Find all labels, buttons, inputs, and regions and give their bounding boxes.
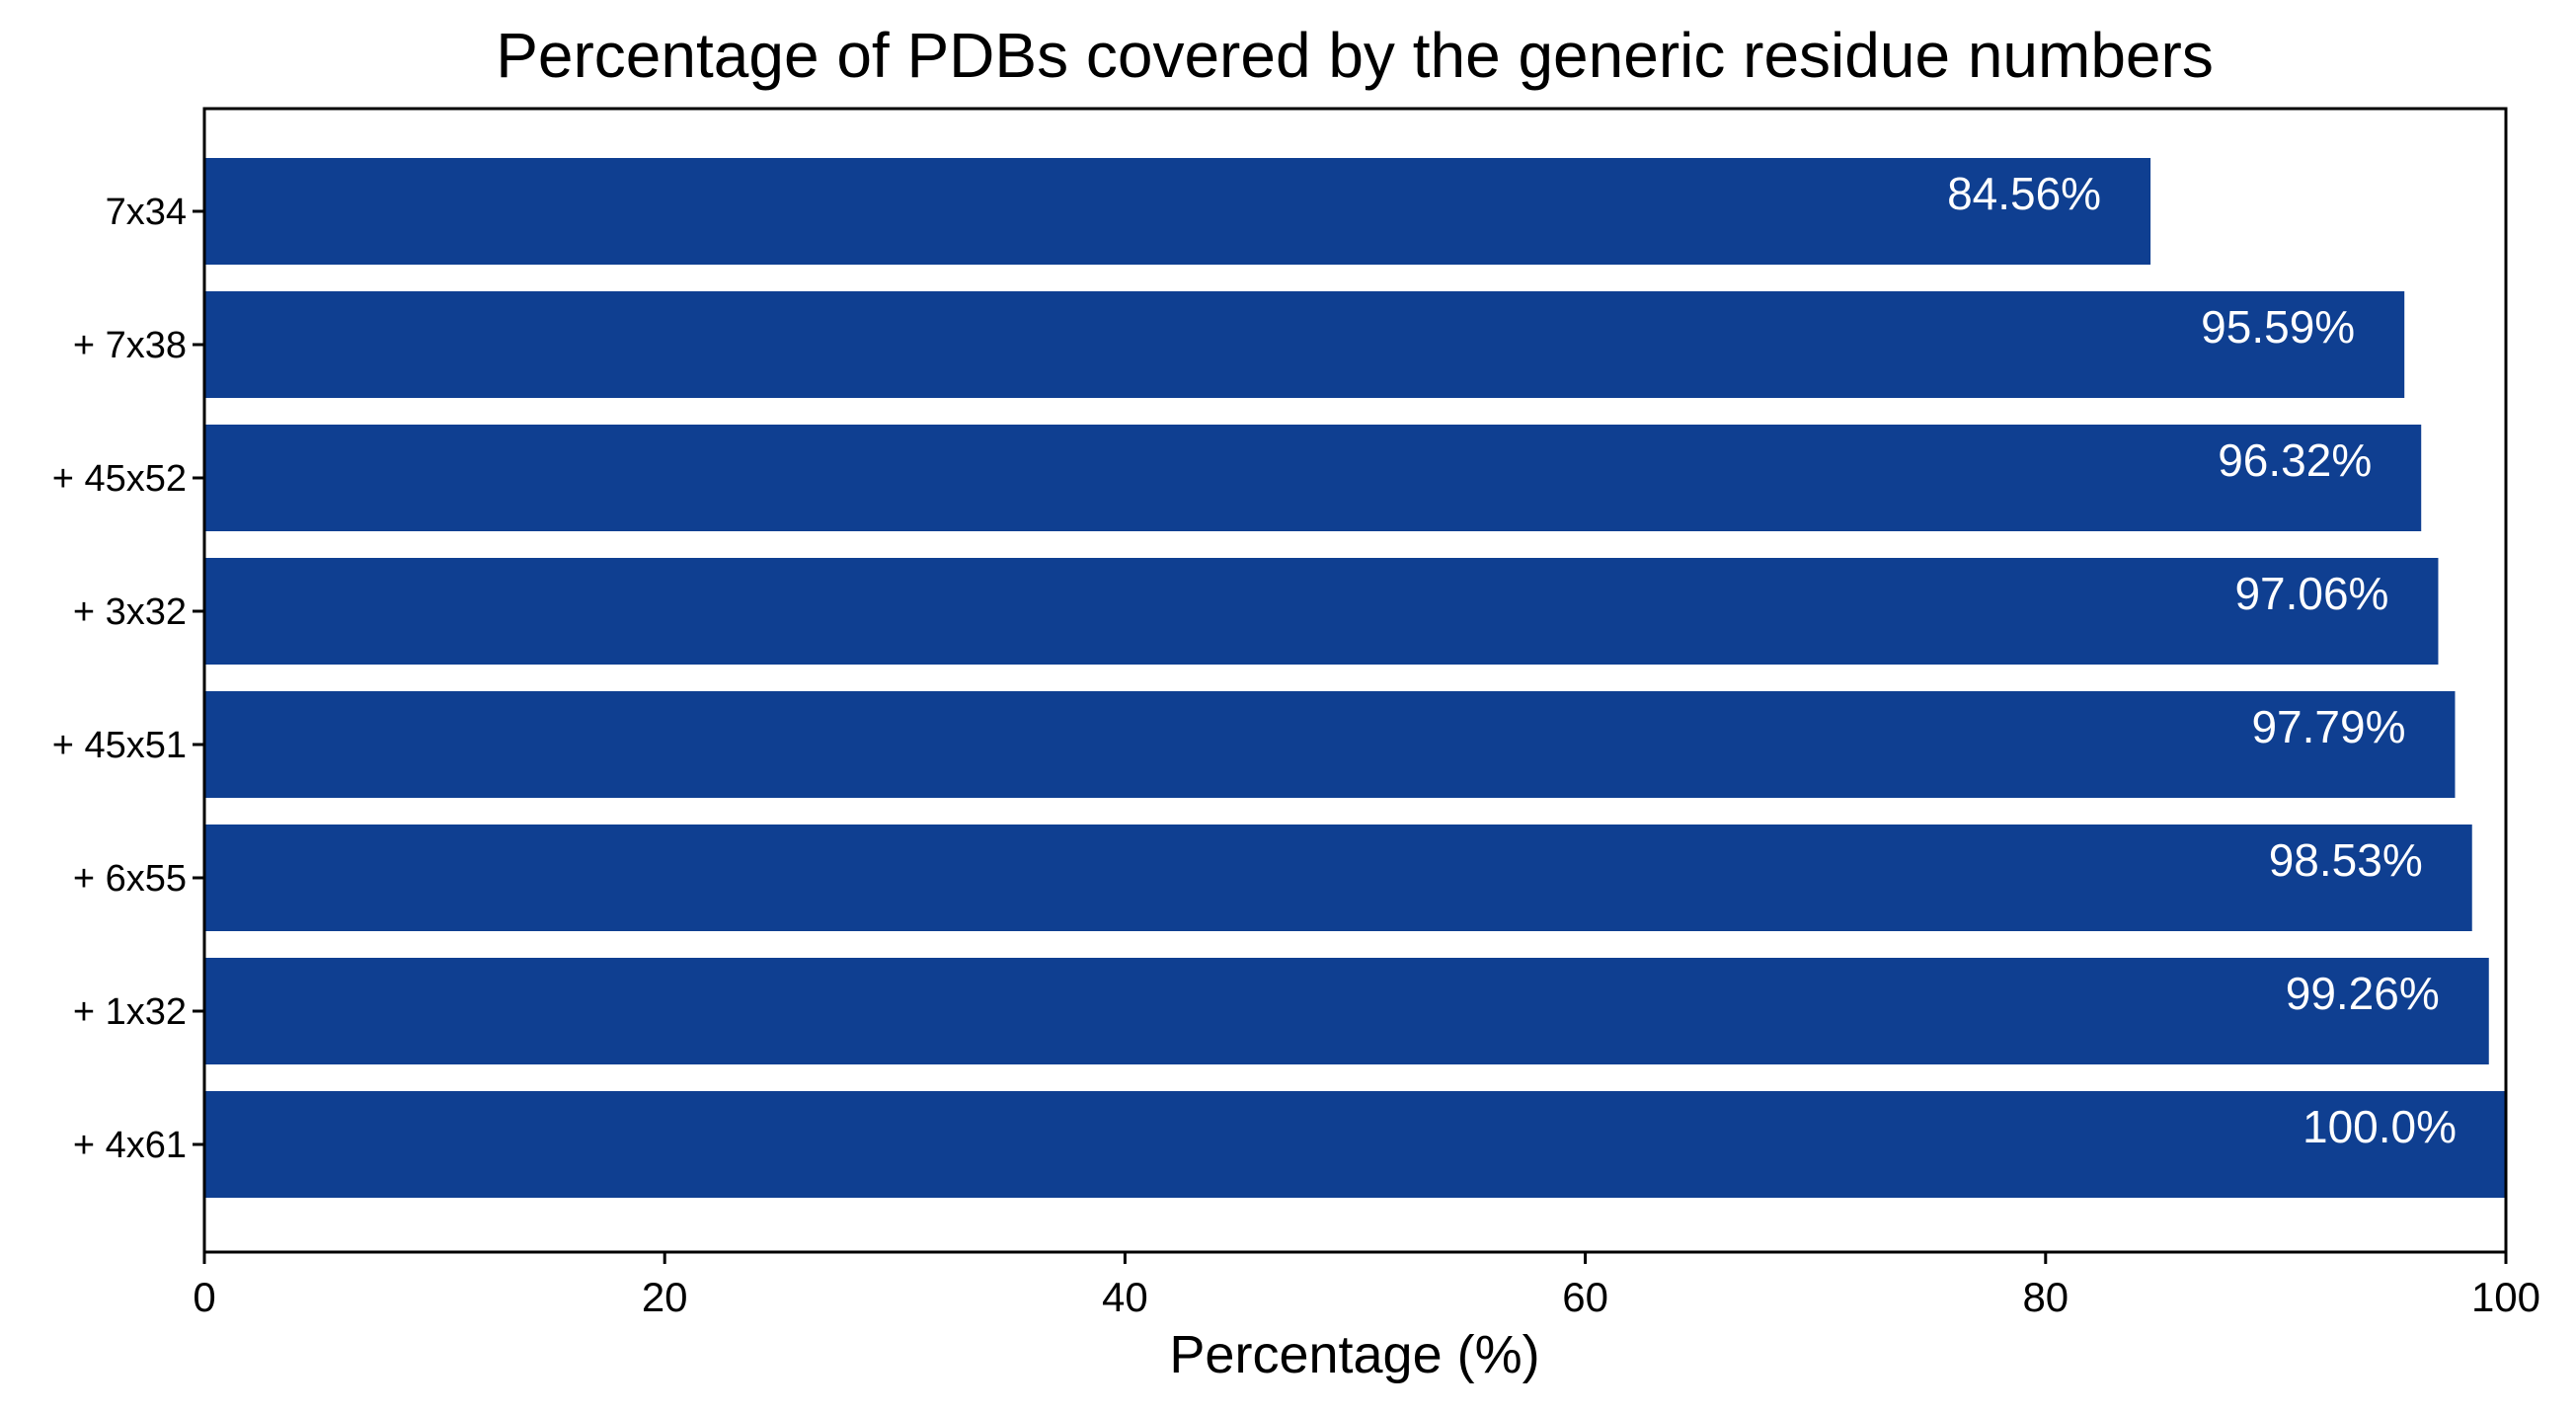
x-axis-label: Percentage (%): [1169, 1325, 1539, 1384]
bar: [204, 825, 2472, 931]
y-tick-label: + 45x52: [52, 458, 187, 500]
bar: [204, 1091, 2506, 1198]
bar-value-label: 97.06%: [2234, 568, 2388, 619]
x-tick-label: 60: [1562, 1274, 1608, 1320]
x-tick-label: 100: [2471, 1274, 2540, 1320]
chart-title: Percentage of PDBs covered by the generi…: [496, 20, 2214, 91]
data-labels-layer: 84.56% 95.59% 96.32% 97.06% 97.79% 98.53% 99.2…: [1947, 168, 2457, 1152]
y-tick-label: + 7x38: [73, 325, 187, 366]
x-axis-ticks: 0 20 40 60 80 100: [193, 1252, 2540, 1320]
x-tick-label: 80: [2022, 1274, 2069, 1320]
y-tick-label: + 45x51: [52, 725, 187, 766]
bar-value-label: 97.79%: [2251, 701, 2405, 752]
bar-value-label: 84.56%: [1947, 168, 2101, 219]
bar: [204, 691, 2456, 798]
y-tick-label: + 4x61: [73, 1125, 187, 1166]
y-tick-label: + 3x32: [73, 591, 187, 633]
bar: [204, 291, 2405, 398]
bar-value-label: 100.0%: [2303, 1101, 2457, 1152]
bar-value-label: 96.32%: [2218, 434, 2372, 486]
bar: [204, 958, 2489, 1064]
y-axis-ticks: 7x34 + 7x38 + 45x52 + 3x32 + 45x51 + 6x55 + 1x…: [52, 192, 204, 1166]
y-tick-label: 7x34: [106, 192, 187, 233]
bar: [204, 558, 2439, 665]
bar-value-label: 99.26%: [2286, 968, 2440, 1019]
y-tick-label: + 1x32: [73, 991, 187, 1033]
x-tick-label: 0: [193, 1274, 215, 1320]
bar-value-label: 98.53%: [2269, 834, 2423, 886]
bar: [204, 425, 2422, 531]
bars-layer: [204, 158, 2506, 1198]
bar-value-label: 95.59%: [2201, 301, 2355, 353]
plot-frame: [202, 107, 2508, 1254]
x-tick-label: 40: [1102, 1274, 1148, 1320]
x-tick-label: 20: [642, 1274, 688, 1320]
bar: [204, 158, 2151, 265]
y-tick-label: + 6x55: [73, 858, 187, 900]
